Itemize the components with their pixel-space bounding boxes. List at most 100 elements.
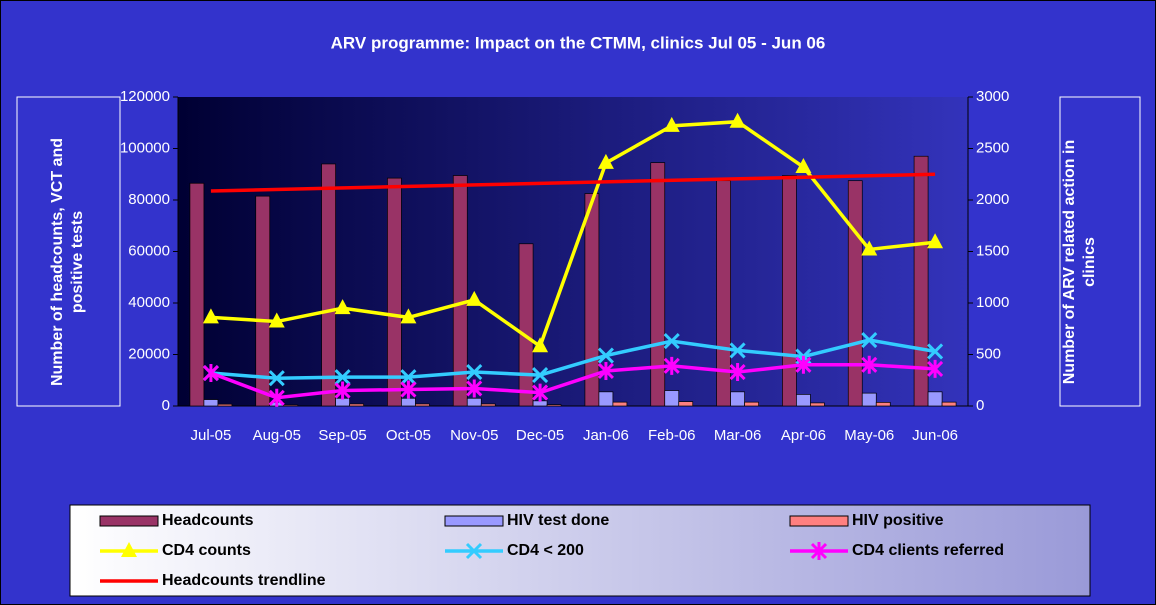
marker: [121, 542, 137, 557]
bar: [321, 163, 336, 407]
marker: [729, 363, 746, 382]
marker: [729, 112, 746, 128]
bar: [678, 401, 694, 407]
legend-swatch: [99, 515, 159, 527]
marker: [334, 299, 351, 315]
x-tick-label: Jul-05: [190, 427, 231, 444]
marker: [795, 158, 812, 174]
y-tick-label: 20000: [128, 345, 170, 362]
marker: [795, 355, 812, 374]
bar: [401, 397, 416, 407]
x-tick-label: Mar-06: [714, 427, 762, 444]
legend-label: HIV positive: [852, 512, 944, 529]
y2-tick-label: 2500: [976, 139, 1009, 156]
x-tick-label: Oct-05: [386, 427, 431, 444]
marker: [466, 379, 483, 398]
legend-label: CD4 < 200: [507, 542, 584, 559]
line: [210, 363, 936, 400]
y2-tick-label: 2000: [976, 191, 1009, 208]
marker: [400, 380, 417, 399]
bar: [415, 403, 430, 407]
bar: [546, 404, 562, 407]
x-tick-label: Dec-05: [516, 427, 564, 444]
y-tick-label: 60000: [128, 242, 170, 259]
x-tick-label: Jan-06: [583, 427, 629, 444]
bar: [861, 392, 877, 407]
bar: [650, 162, 666, 407]
y2-tick-label: 1500: [976, 242, 1009, 259]
bar: [612, 401, 628, 407]
marker: [466, 290, 483, 306]
bar: [847, 180, 863, 407]
bar: [387, 177, 402, 407]
bar: [875, 402, 891, 407]
y-label-box: [16, 96, 121, 407]
marker: [663, 333, 680, 350]
y-tick-label: 0: [162, 397, 170, 414]
marker: [597, 361, 614, 380]
y2-tick-label: 3000: [976, 88, 1009, 105]
marker: [861, 240, 878, 256]
x-tick-label: Apr-06: [781, 427, 826, 444]
y2-label-box: [1059, 96, 1141, 407]
x-tick-label: May-06: [844, 427, 894, 444]
bar: [810, 402, 825, 407]
y2-axis-title: Number of ARV related action in clinics: [1061, 139, 1098, 385]
marker: [927, 359, 944, 378]
legend-label: Headcounts: [162, 512, 254, 529]
marker: [663, 116, 680, 132]
x-tick-label: Aug-05: [253, 427, 301, 444]
marker: [861, 355, 878, 374]
marker: [268, 370, 285, 387]
bar: [796, 394, 811, 407]
x-tick-label: Jun-06: [912, 427, 958, 444]
marker: [927, 233, 944, 249]
x-tick-label: Sep-05: [318, 427, 366, 444]
marker: [268, 312, 285, 328]
bar: [189, 182, 205, 407]
bar: [518, 243, 534, 407]
marker: [597, 347, 614, 364]
legend-label: Headcounts trendline: [162, 572, 326, 589]
bar: [941, 401, 957, 407]
marker: [465, 542, 483, 560]
legend: [69, 504, 1091, 597]
marker: [400, 369, 417, 386]
marker: [202, 308, 219, 324]
bar: [598, 391, 614, 407]
marker: [202, 364, 219, 383]
bar: [730, 391, 745, 407]
legend-label: CD4 counts: [162, 542, 251, 559]
marker: [268, 388, 285, 407]
legend-label: CD4 clients referred: [852, 542, 1004, 559]
y-tick-label: 100000: [120, 139, 170, 156]
marker: [663, 356, 680, 375]
y-tick-label: 40000: [128, 294, 170, 311]
bar: [349, 403, 364, 407]
bar: [664, 390, 680, 407]
marker: [400, 308, 417, 324]
bar: [452, 175, 468, 407]
y2-tick-label: 0: [976, 397, 984, 414]
legend-swatch: [789, 515, 849, 527]
y-tick-label: 80000: [128, 191, 170, 208]
y2-tick-label: 500: [976, 345, 1001, 362]
marker: [466, 363, 483, 381]
bar: [584, 193, 600, 407]
line: [210, 338, 936, 380]
marker: [597, 153, 614, 169]
bar: [466, 397, 482, 407]
x-tick-label: Feb-06: [648, 427, 696, 444]
bar: [913, 155, 929, 407]
y-tick-label: 120000: [120, 88, 170, 105]
marker: [532, 337, 549, 353]
bar: [217, 403, 233, 407]
bar: [255, 195, 271, 407]
bar: [203, 399, 219, 407]
y2-tick-label: 1000: [976, 294, 1009, 311]
x-tick-label: Nov-05: [450, 427, 498, 444]
marker: [334, 369, 351, 386]
marker: [532, 367, 549, 384]
